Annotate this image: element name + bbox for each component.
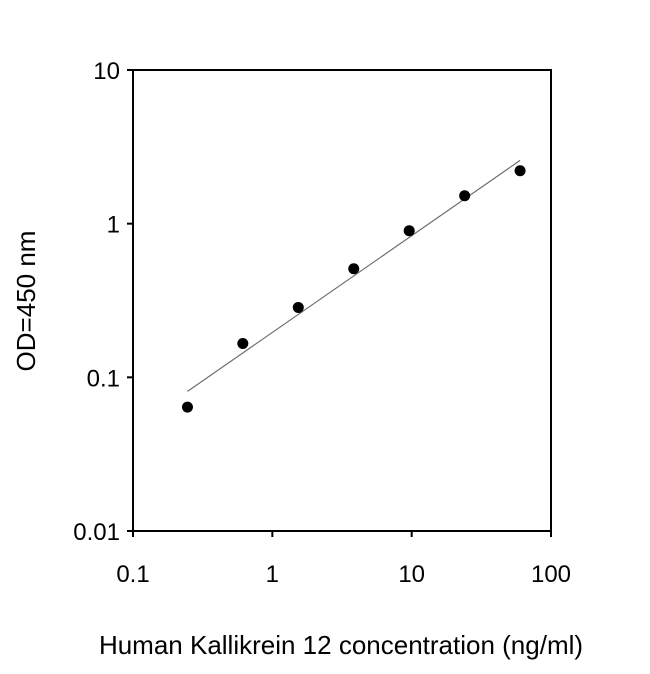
y-tick-label: 1 — [107, 212, 120, 239]
x-tick-label: 10 — [398, 561, 425, 588]
data-point — [459, 190, 471, 202]
data-point — [292, 301, 304, 313]
y-tick-label: 10 — [93, 58, 120, 85]
data-point — [237, 338, 249, 350]
x-tick-label: 100 — [531, 561, 571, 588]
data-point — [514, 165, 526, 177]
fit-line — [187, 159, 521, 392]
x-tick-label: 0.1 — [116, 561, 149, 588]
plot-border — [132, 69, 552, 532]
regression-line — [187, 159, 521, 392]
y-axis-title: OD=450 nm — [11, 231, 41, 372]
x-axis: 0.1 1 10 100 — [116, 531, 571, 588]
data-point — [348, 263, 360, 275]
y-tick-label: 0.01 — [73, 519, 120, 546]
data-points — [181, 165, 526, 413]
x-axis-title: Human Kallikrein 12 concentration (ng/ml… — [99, 630, 583, 660]
plot-frame — [132, 69, 552, 532]
data-point — [403, 225, 415, 237]
x-tick-label: 1 — [266, 561, 279, 588]
y-tick-label: 0.1 — [87, 365, 120, 392]
y-axis: 0.01 0.1 1 10 — [73, 58, 133, 546]
data-point — [181, 401, 193, 413]
